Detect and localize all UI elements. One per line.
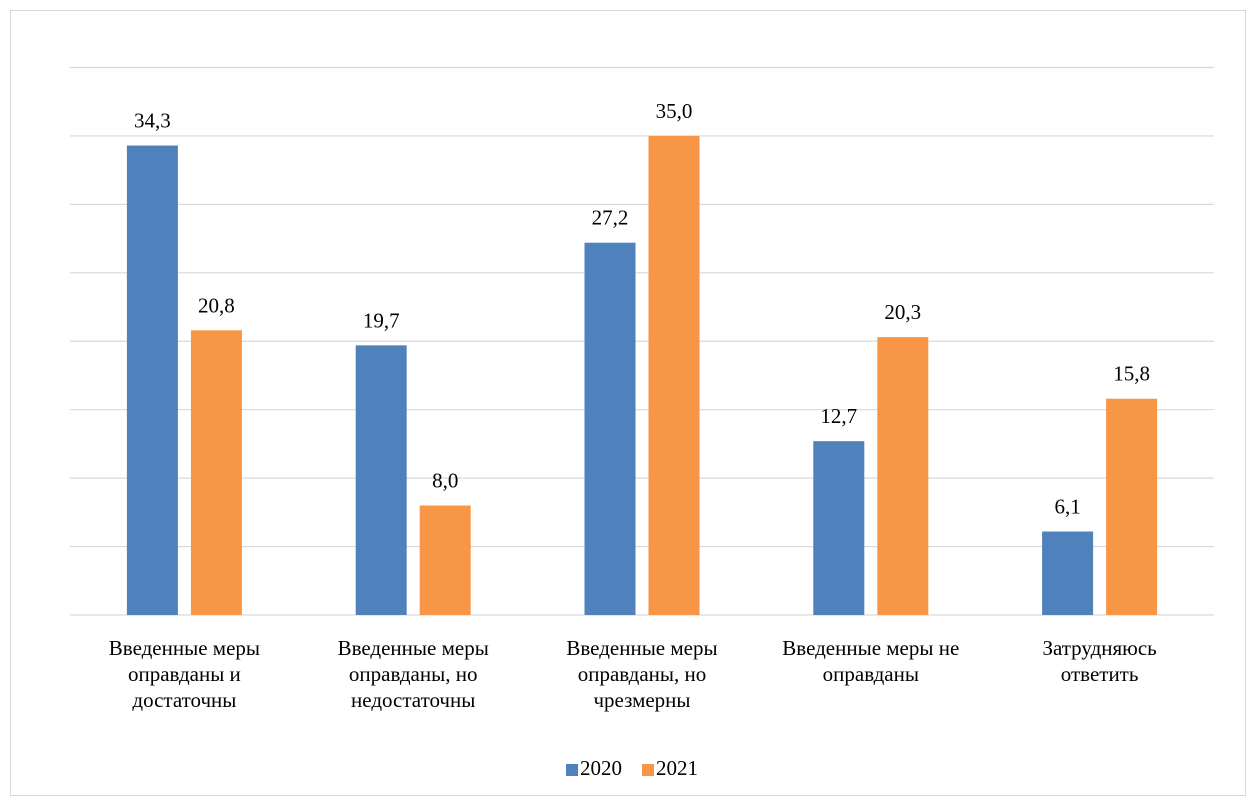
- bar-2020-1: [126, 145, 178, 616]
- category-label-line: оправданы и: [128, 662, 241, 686]
- bar-2021-3: [648, 135, 700, 615]
- category-label-5: Затрудняюсь ответить: [1042, 636, 1156, 686]
- category-label-line: оправданы, но: [578, 662, 707, 686]
- category-label-line: Введенные меры: [338, 636, 489, 660]
- category-label-2: Введенные меры оправданы, но недостаточны: [338, 636, 489, 712]
- bar-2020-2: [355, 345, 407, 615]
- data-label-2021-2: 8,0: [432, 469, 458, 493]
- bar-2021-2: [419, 505, 471, 615]
- legend: 2020 2021: [566, 756, 698, 780]
- data-label-2021-1: 20,8: [198, 293, 235, 317]
- data-label-2020-4: 12,7: [820, 404, 857, 428]
- data-label-2020-3: 27,2: [592, 206, 629, 230]
- category-label-1: Введенные меры оправданы и достаточны: [109, 636, 260, 712]
- category-label-line: чрезмерны: [593, 688, 690, 712]
- category-label-line: Введенные меры: [566, 636, 717, 660]
- bar-2020-5: [1042, 531, 1094, 615]
- category-label-3: Введенные меры оправданы, но чрезмерны: [566, 636, 717, 712]
- bar-2021-1: [190, 330, 242, 615]
- bar-2021-5: [1106, 398, 1158, 615]
- legend-swatch-2021: [642, 764, 654, 776]
- data-label-2021-3: 35,0: [656, 99, 693, 123]
- data-label-2021-5: 15,8: [1113, 362, 1150, 386]
- category-label-line: достаточны: [132, 688, 236, 712]
- data-label-2021-4: 20,3: [884, 300, 921, 324]
- category-label-line: Затрудняюсь: [1042, 636, 1156, 660]
- category-label-4: Введенные меры не оправданы: [782, 636, 959, 686]
- bar-2020-4: [813, 441, 865, 615]
- category-label-line: недостаточны: [351, 688, 475, 712]
- legend-label-2020: 2020: [580, 756, 622, 780]
- category-label-line: оправданы, но: [349, 662, 478, 686]
- category-labels: Введенные меры оправданы и достаточныВведе…: [109, 636, 1157, 712]
- data-label-2020-5: 6,1: [1054, 495, 1080, 519]
- category-label-line: Введенные меры не: [782, 636, 959, 660]
- category-label-line: оправданы: [823, 662, 919, 686]
- category-label-line: ответить: [1061, 662, 1139, 686]
- bar-2021-4: [877, 337, 929, 615]
- data-label-2020-2: 19,7: [363, 308, 400, 332]
- legend-swatch-2020: [566, 764, 578, 776]
- category-label-line: Введенные меры: [109, 636, 260, 660]
- gridlines: [70, 66, 1214, 616]
- bars: [126, 135, 1158, 616]
- value-labels: 34,3 20,8 19,7 8,0 27,2 35,0 12,7 20,3 6,1 15,8: [134, 99, 1150, 519]
- data-label-2020-1: 34,3: [134, 109, 171, 133]
- bar-2020-3: [584, 242, 636, 615]
- legend-label-2021: 2021: [656, 756, 698, 780]
